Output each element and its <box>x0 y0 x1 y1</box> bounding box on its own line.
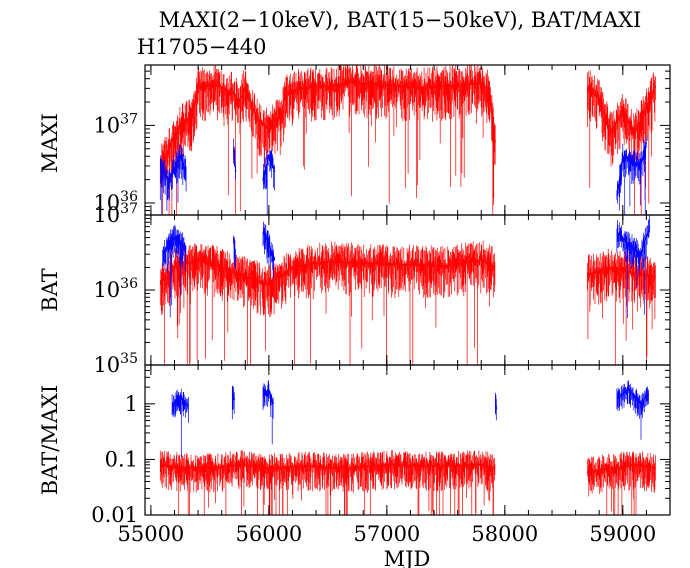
ratio-ylabel: BAT/MAXI <box>38 385 62 495</box>
x-tick-label: 59000 <box>589 522 656 546</box>
maxi-blue-segment <box>616 135 647 215</box>
maxi-red-trend <box>587 86 657 135</box>
bat-red-segment <box>587 248 656 365</box>
ratio-blue-segment <box>231 385 236 420</box>
bat-red-segment <box>159 240 496 365</box>
bat-blue-trend <box>233 237 237 261</box>
chart-title: MAXI(2−10keV), BAT(15−50keV), BAT/MAXI <box>159 8 642 32</box>
chart-subtitle: H1705−440 <box>137 35 266 59</box>
bat-blue-segment <box>616 215 651 319</box>
bat-blue-trend <box>616 226 651 256</box>
y-tick-label: 1036 <box>93 276 138 302</box>
maxi-blue-trend <box>233 148 237 173</box>
y-tick-label: 1037 <box>93 111 138 137</box>
x-axis-ticks: 55000 56000 57000 58000 59000 <box>117 522 656 546</box>
bat-blue-segment <box>162 225 187 318</box>
x-tick-label: 55000 <box>117 522 184 546</box>
ratio-blue-trend <box>262 388 275 404</box>
maxi-red-segment <box>159 65 496 215</box>
maxi-blue-segment <box>159 144 187 215</box>
x-axis-label: MJD <box>384 547 431 568</box>
maxi-red-trend <box>159 81 496 167</box>
ratio-blue-trend <box>494 399 498 410</box>
bat-blue-segment <box>262 221 276 279</box>
maxi-ticks: 1036 1037 <box>93 64 671 216</box>
maxi-series <box>159 65 657 215</box>
y-tick-label: 0.1 <box>105 447 138 471</box>
y-tick-label: 1035 <box>93 351 138 377</box>
ratio-blue-segment <box>616 380 650 440</box>
ratio-ticks: 0.01 0.1 1 <box>91 364 671 527</box>
ratio-blue-segment <box>262 380 275 445</box>
x-tick-label: 56000 <box>235 522 302 546</box>
y-tick-label: 1036 <box>93 189 138 215</box>
maxi-ylabel: MAXI <box>38 113 62 173</box>
bat-red-trend <box>159 259 496 285</box>
ratio-blue-segment <box>494 392 498 421</box>
bat-blue-segment <box>233 235 237 270</box>
bat-red-trend <box>587 266 656 278</box>
bat-ylabel: BAT <box>38 268 62 311</box>
ratio-blue-segment <box>171 388 190 457</box>
ratio-red-trend <box>587 464 656 473</box>
ratio-red-trend <box>160 464 496 469</box>
panel-ratio: 0.01 0.1 1 BAT/MAXI <box>38 364 671 527</box>
ratio-blue-trend <box>171 396 190 407</box>
bat-blue-trend <box>262 231 276 261</box>
x-tick-label: 57000 <box>353 522 420 546</box>
ratio-red-segment <box>587 451 656 515</box>
maxi-blue-trend <box>159 155 187 181</box>
ratio-blue-trend <box>616 389 650 405</box>
ratio-series <box>159 380 656 515</box>
bat-series <box>159 215 656 365</box>
bat-frame <box>144 214 671 366</box>
bat-blue-trend <box>162 236 187 255</box>
maxi-blue-segment <box>233 138 237 180</box>
y-tick-label: 0.01 <box>91 503 138 527</box>
ratio-blue-trend <box>231 392 236 400</box>
maxi-blue-trend <box>616 142 647 197</box>
y-tick-label: 1037 <box>93 201 138 227</box>
x-tick-label: 58000 <box>471 522 538 546</box>
y-tick-label: 1 <box>125 392 138 416</box>
maxi-blue-trend <box>262 154 276 180</box>
ratio-red-segment <box>159 450 496 515</box>
bat-ticks: 1035 1036 1037 <box>93 201 671 377</box>
panel-bat: 1035 1036 1037 BAT <box>38 201 671 377</box>
ratio-frame <box>144 364 671 516</box>
panel-maxi: 1036 1037 MAXI <box>38 64 671 216</box>
maxi-blue-segment <box>262 150 276 215</box>
